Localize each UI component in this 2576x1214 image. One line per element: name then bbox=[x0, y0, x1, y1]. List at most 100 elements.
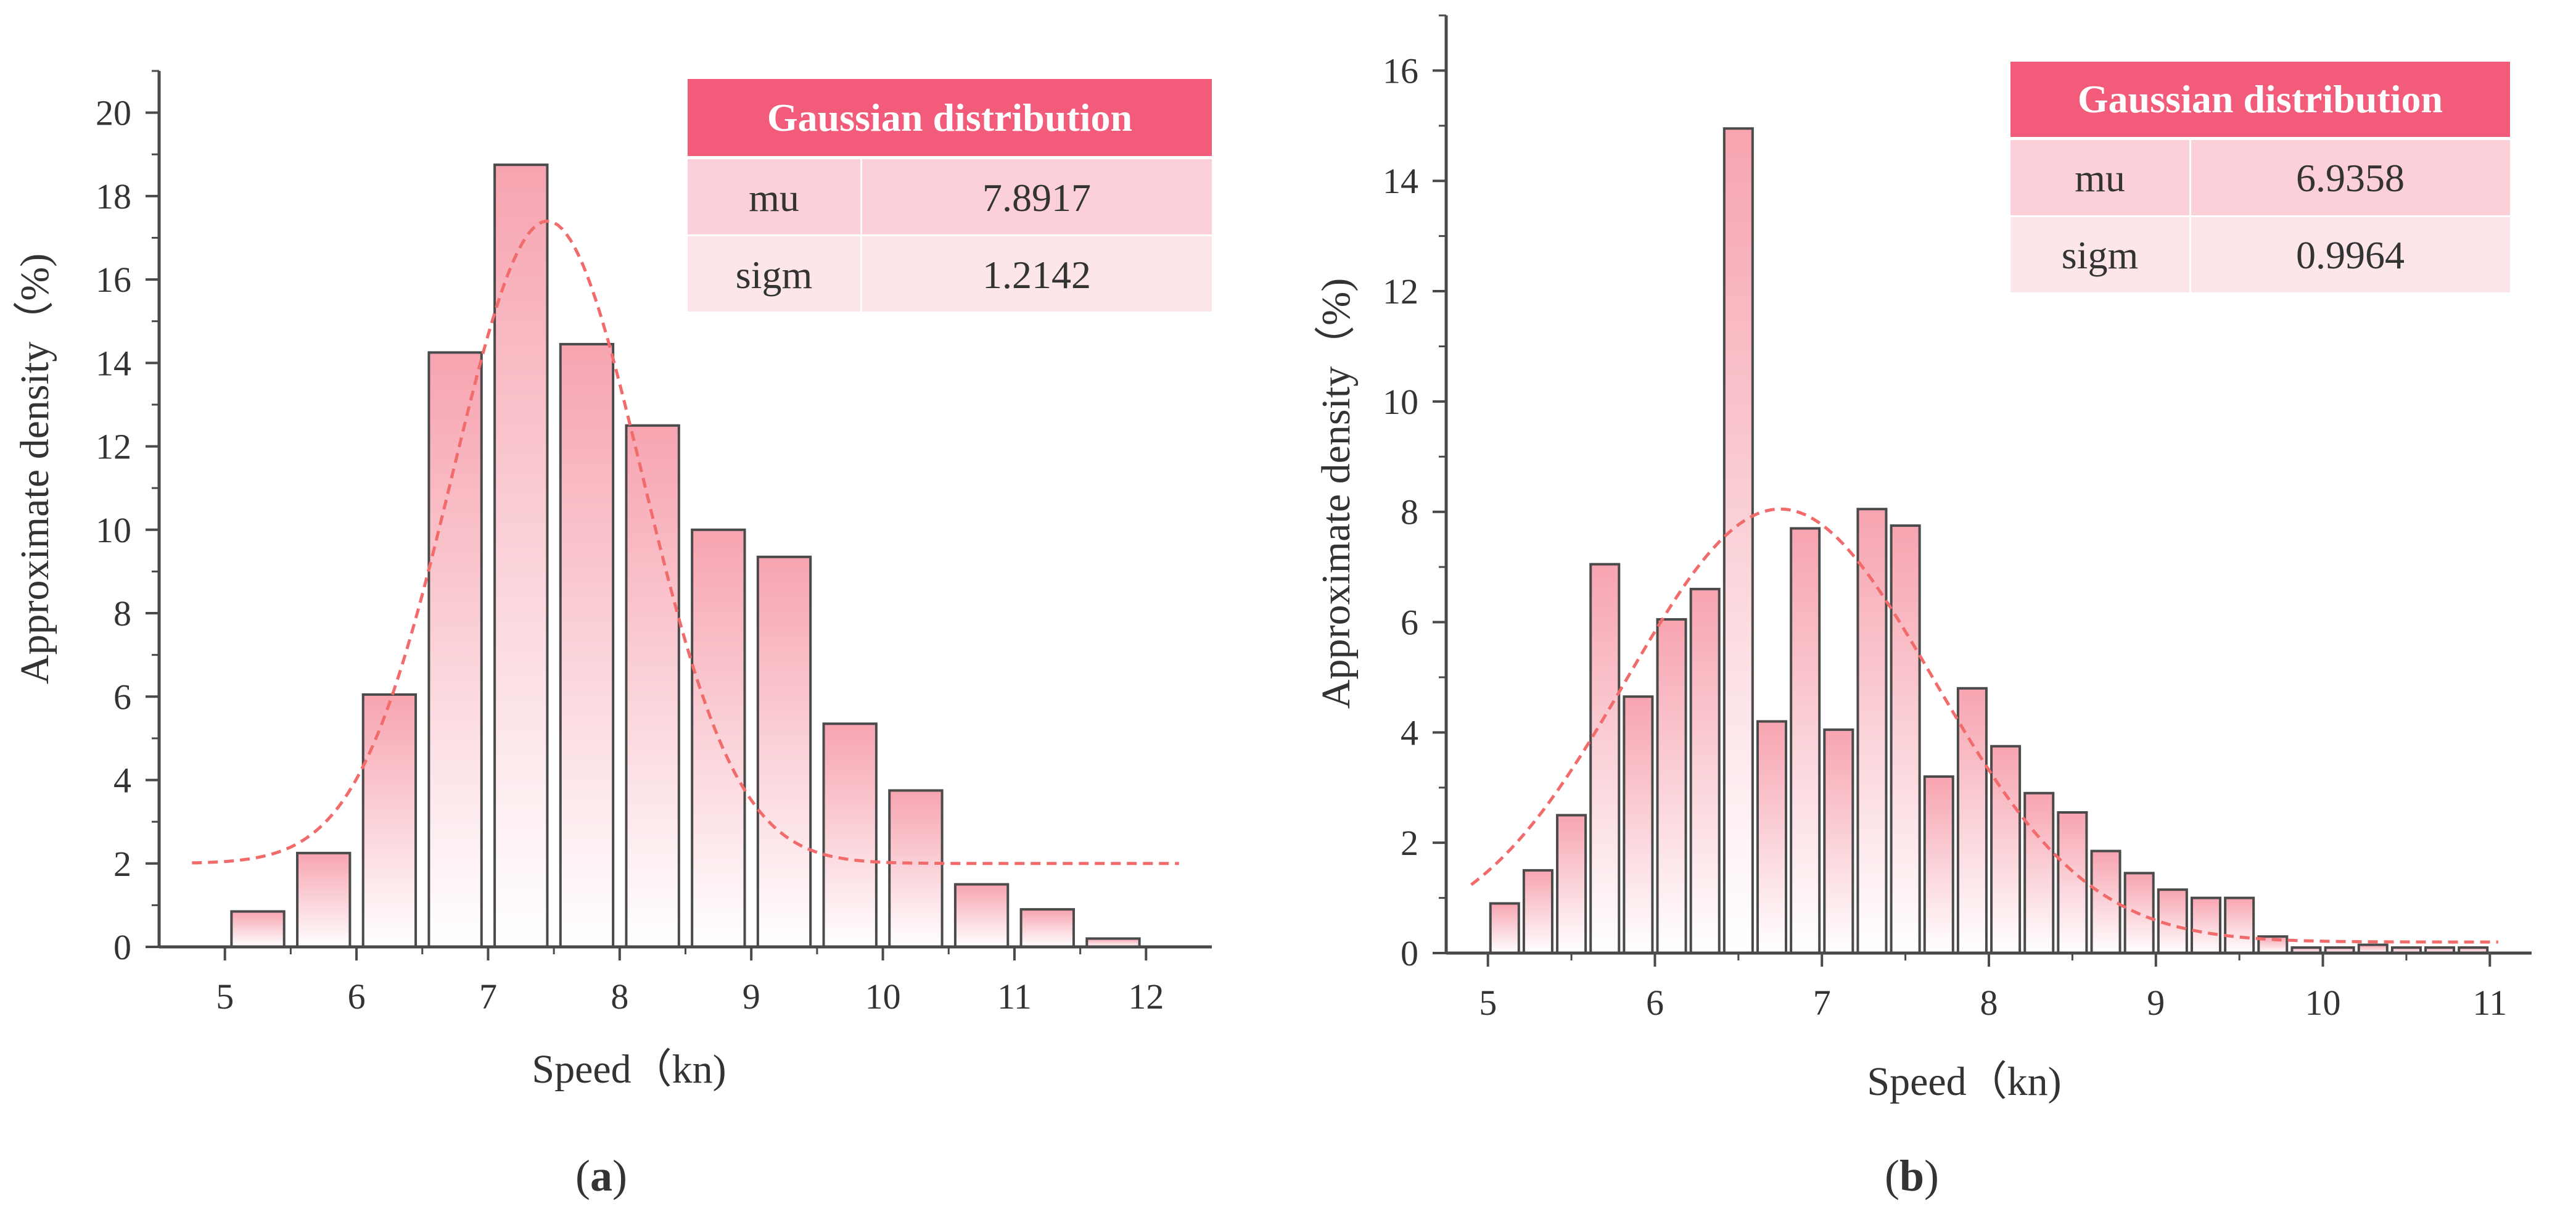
bar-b-1 bbox=[1522, 869, 1553, 954]
x-tick-label: 5 bbox=[1479, 983, 1497, 1023]
gaussian-table-a: Gaussian distribution mu 7.8917 sigm 1.2… bbox=[688, 79, 1212, 312]
x-tick-label: 7 bbox=[1813, 983, 1831, 1023]
y-tick-label: 0 bbox=[113, 927, 131, 967]
bar-a-8 bbox=[756, 555, 812, 948]
x-tick-label: 7 bbox=[479, 977, 497, 1017]
table-value-mu-b: 6.9358 bbox=[2296, 156, 2405, 200]
bar-a-9 bbox=[822, 722, 878, 948]
x-tick-label: 6 bbox=[348, 977, 366, 1017]
y-tick-label: 8 bbox=[113, 593, 131, 634]
table-header-b: Gaussian distribution bbox=[2078, 77, 2443, 121]
y-tick-label: 6 bbox=[1401, 603, 1418, 643]
bar-b-5 bbox=[1656, 618, 1687, 954]
bar-b-13 bbox=[1923, 775, 1954, 954]
x-tick-label: 11 bbox=[997, 977, 1032, 1017]
y-tick-label: 12 bbox=[1383, 271, 1418, 312]
bar-series-b bbox=[1489, 127, 2489, 955]
table-value-sigm-a: 1.2142 bbox=[982, 253, 1091, 297]
y-axis-title-b: Approximate density（%) bbox=[1314, 278, 1359, 709]
bar-a-7 bbox=[691, 528, 746, 948]
table-cell-bg bbox=[2191, 217, 2510, 292]
bar-b-22 bbox=[2224, 896, 2255, 955]
x-tick-label: 5 bbox=[216, 977, 234, 1017]
bar-b-0 bbox=[1489, 902, 1520, 955]
y-tick-label: 4 bbox=[1401, 712, 1418, 753]
y-tick-label: 14 bbox=[1383, 161, 1418, 201]
bar-a-6 bbox=[625, 424, 680, 948]
bar-b-6 bbox=[1689, 587, 1721, 954]
bar-a-0 bbox=[230, 910, 286, 948]
table-header-a: Gaussian distribution bbox=[767, 96, 1132, 139]
bar-b-3 bbox=[1589, 563, 1621, 954]
y-tick-label: 2 bbox=[1401, 823, 1418, 863]
y-tick-label: 10 bbox=[1383, 382, 1418, 422]
bar-series-a bbox=[230, 163, 1141, 949]
panel-label-b: (b) bbox=[1885, 1151, 1939, 1200]
table-cell-bg bbox=[688, 159, 860, 234]
panel-label-a: (a) bbox=[575, 1151, 627, 1200]
bar-a-4 bbox=[493, 163, 549, 949]
y-tick-label: 12 bbox=[96, 427, 131, 467]
table-param-sigm-b: sigm bbox=[2062, 233, 2138, 277]
gaussian-fit-curve-a bbox=[192, 220, 1179, 865]
table-param-mu-b: mu bbox=[2075, 156, 2125, 200]
table-header-bg-a bbox=[688, 79, 1212, 156]
bar-b-11 bbox=[1856, 508, 1888, 954]
table-param-sigm-a: sigm bbox=[736, 253, 812, 297]
table-header-bg-b bbox=[2010, 62, 2510, 137]
y-tick-label: 16 bbox=[1383, 51, 1418, 91]
y-tick-label: 10 bbox=[96, 510, 131, 550]
y-axis-ticks-a: 0 2 4 6 8 10 12 14 16 18 20 bbox=[96, 70, 159, 967]
y-axis-title-a: Approximate density（%) bbox=[12, 254, 57, 684]
gaussian-fit-curve-b bbox=[1470, 507, 2498, 944]
y-axis-ticks-b: 0 2 4 6 8 10 12 14 16 bbox=[1383, 14, 1446, 973]
bar-a-12 bbox=[1019, 908, 1075, 948]
x-tick-label: 8 bbox=[611, 977, 628, 1017]
bar-b-7 bbox=[1722, 127, 1754, 955]
gaussian-table-b: Gaussian distribution mu 6.9358 sigm 0.9… bbox=[2010, 62, 2510, 292]
x-tick-label: 9 bbox=[743, 977, 760, 1017]
y-tick-label: 18 bbox=[96, 176, 131, 217]
chart-panel-b: 0 2 4 6 8 10 12 14 16 5 6 7 8 9 10 11 Approximate dens… bbox=[1314, 14, 2532, 1200]
bar-b-10 bbox=[1823, 728, 1854, 954]
y-tick-label: 20 bbox=[96, 93, 131, 133]
x-tick-label: 9 bbox=[2147, 983, 2165, 1023]
bar-b-21 bbox=[2190, 896, 2222, 955]
y-tick-label: 0 bbox=[1401, 933, 1418, 973]
chart-panel-a: 0 2 4 6 8 10 12 14 16 18 20 5 6 7 8 9 10 11 12 Approximat… bbox=[12, 70, 1212, 1200]
bar-b-14 bbox=[1956, 687, 1988, 954]
table-value-sigm-b: 0.9964 bbox=[2296, 233, 2405, 277]
bar-a-1 bbox=[296, 851, 352, 949]
y-tick-label: 4 bbox=[113, 761, 131, 801]
table-value-mu-a: 7.8917 bbox=[982, 176, 1091, 220]
y-tick-label: 6 bbox=[113, 677, 131, 717]
y-tick-label: 14 bbox=[96, 343, 131, 383]
y-tick-label: 16 bbox=[96, 260, 131, 300]
y-tick-label: 2 bbox=[113, 844, 131, 884]
bar-a-11 bbox=[953, 883, 1010, 948]
bar-b-2 bbox=[1556, 814, 1587, 954]
x-axis-ticks-a: 5 6 7 8 9 10 11 12 bbox=[216, 947, 1164, 1017]
x-tick-label: 8 bbox=[1980, 983, 1998, 1023]
bar-b-8 bbox=[1756, 720, 1788, 954]
x-tick-label: 6 bbox=[1646, 983, 1664, 1023]
bar-a-5 bbox=[559, 342, 615, 948]
x-tick-label: 11 bbox=[2472, 983, 2507, 1023]
table-cell-bg bbox=[688, 236, 860, 312]
x-tick-label: 10 bbox=[865, 977, 901, 1017]
x-tick-label: 12 bbox=[1128, 977, 1164, 1017]
bar-b-17 bbox=[2057, 811, 2088, 954]
bar-a-2 bbox=[361, 693, 418, 949]
x-axis-title-b: Speed（kn) bbox=[1867, 1059, 2061, 1104]
table-cell-bg bbox=[2010, 217, 2189, 292]
x-axis-title-a: Speed（kn) bbox=[532, 1047, 726, 1092]
y-tick-label: 8 bbox=[1401, 492, 1418, 532]
table-cell-bg bbox=[862, 236, 1212, 312]
bar-b-18 bbox=[2090, 849, 2121, 955]
bar-a-10 bbox=[888, 789, 944, 949]
bar-b-15 bbox=[1990, 745, 2022, 955]
x-tick-label: 10 bbox=[2305, 983, 2341, 1023]
bar-a-3 bbox=[427, 351, 483, 948]
table-cell-bg bbox=[2010, 140, 2189, 215]
x-axis-ticks-b: 5 6 7 8 9 10 11 bbox=[1479, 953, 2507, 1023]
